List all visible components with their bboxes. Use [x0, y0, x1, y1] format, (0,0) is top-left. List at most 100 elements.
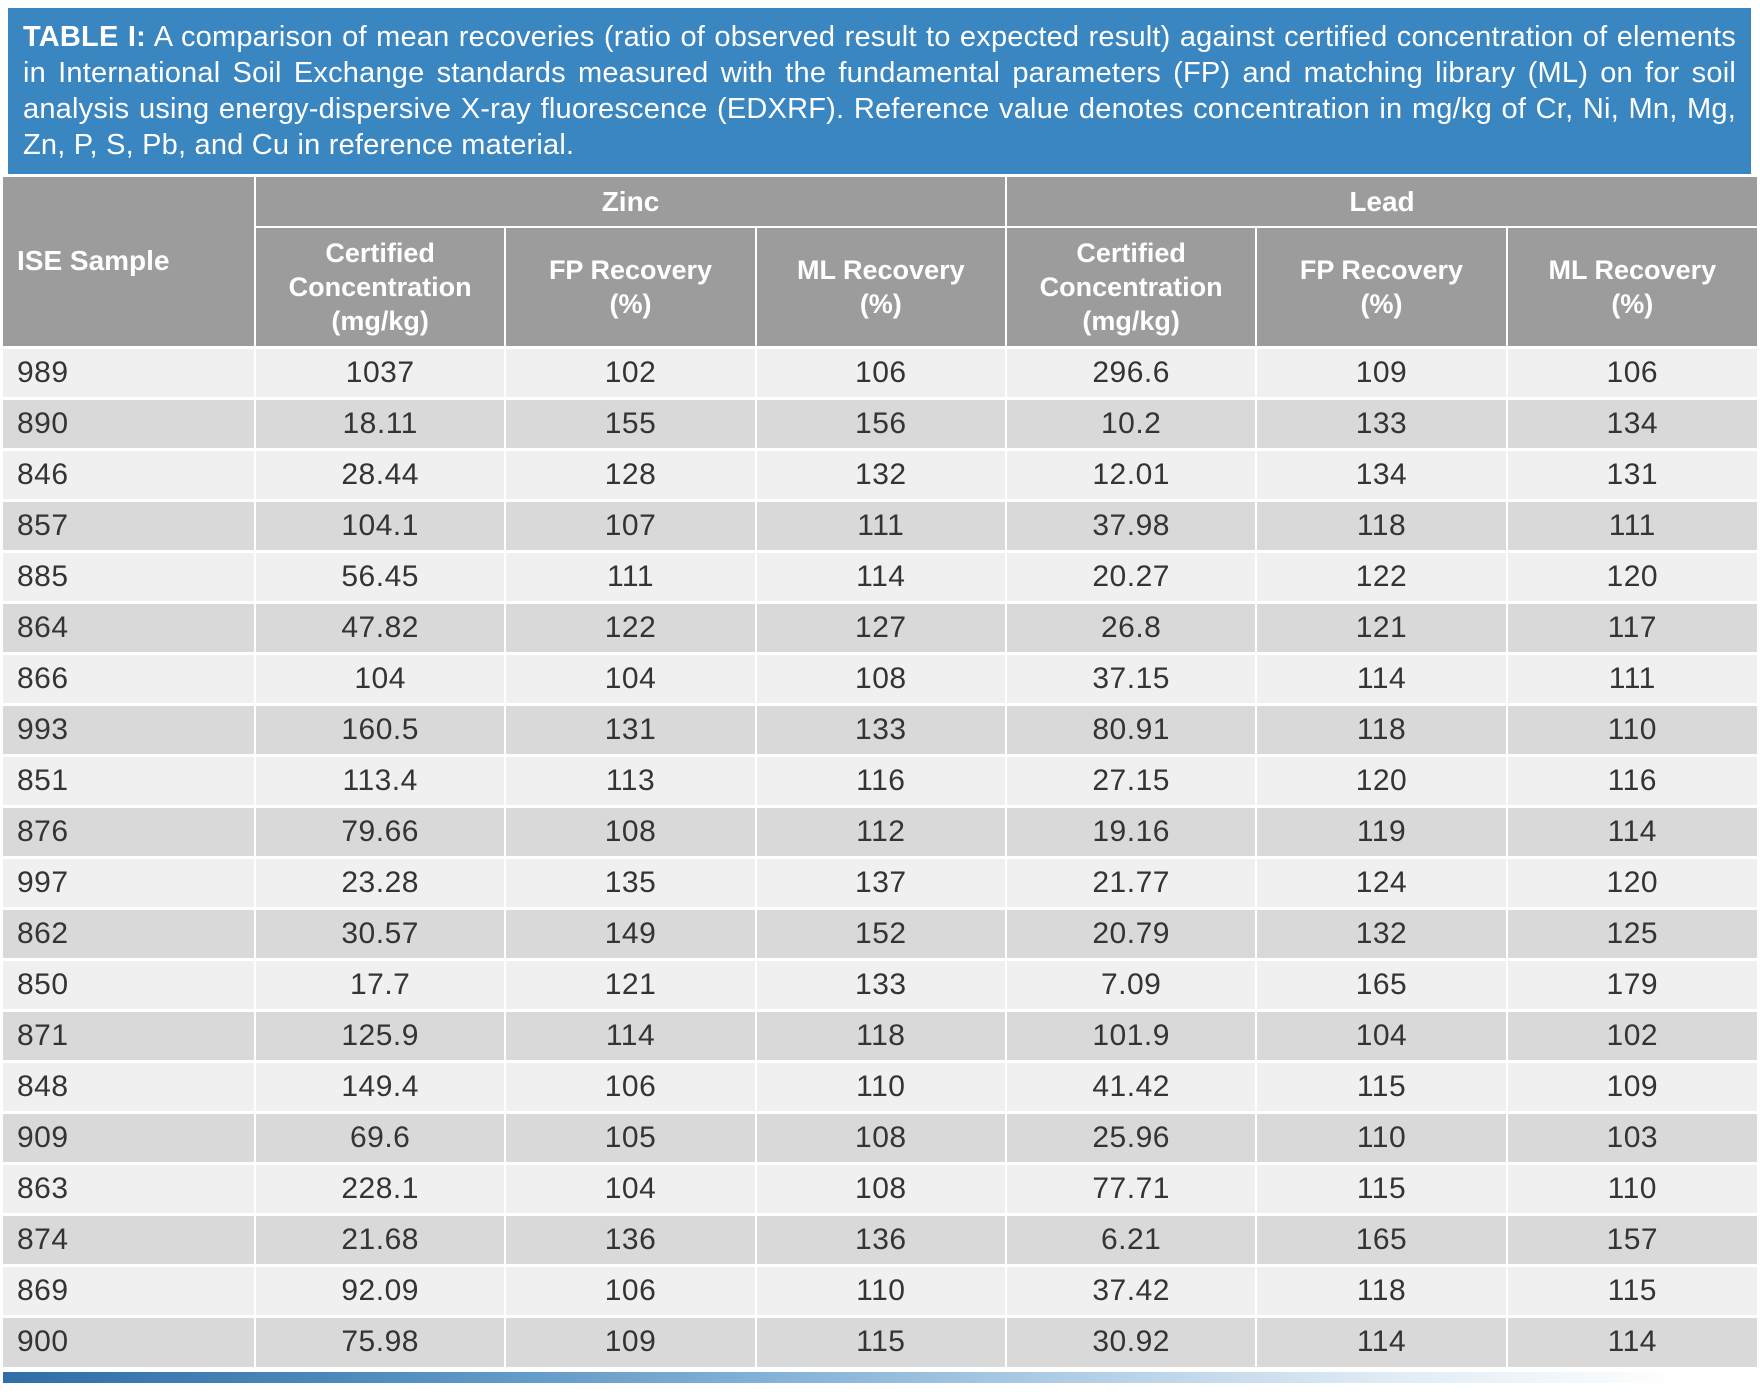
value-cell: 136 — [504, 1212, 756, 1265]
value-cell: 106 — [504, 1059, 756, 1112]
value-cell: 110 — [754, 1059, 1006, 1112]
table-body: 989 1037 102 106 296.6 109 106 890 18.11 155 156 10… — [3, 345, 1757, 1367]
sample-id-cell: 876 — [3, 804, 255, 857]
value-cell: 104 — [253, 651, 506, 704]
value-cell: 152 — [754, 906, 1006, 959]
value-cell: 6.21 — [1004, 1212, 1257, 1265]
value-cell: 135 — [504, 855, 756, 908]
sample-id-cell: 909 — [3, 1110, 255, 1163]
value-cell: 47.82 — [253, 600, 506, 653]
value-cell: 115 — [754, 1314, 1006, 1367]
value-cell: 110 — [1505, 702, 1757, 755]
value-cell: 23.28 — [253, 855, 506, 908]
value-cell: 37.15 — [1004, 651, 1257, 704]
value-cell: 102 — [1505, 1008, 1757, 1061]
value-cell: 137 — [754, 855, 1006, 908]
value-cell: 136 — [754, 1212, 1006, 1265]
table-row: 900 75.98 109 115 30.92 114 114 — [3, 1314, 1757, 1367]
table-row: 851 113.4 113 116 27.15 120 116 — [3, 753, 1757, 806]
table-caption-text: A comparison of mean recoveries (ratio o… — [23, 21, 1736, 161]
value-cell: 109 — [504, 1314, 756, 1367]
value-cell: 103 — [1505, 1110, 1757, 1163]
value-cell: 37.42 — [1004, 1263, 1257, 1316]
value-cell: 102 — [504, 345, 756, 398]
value-cell: 104 — [504, 651, 756, 704]
value-cell: 108 — [754, 1110, 1006, 1163]
column-header-row: Certified Concentration (mg/kg) FP Recov… — [3, 226, 1757, 347]
table-row: 874 21.68 136 136 6.21 165 157 — [3, 1212, 1757, 1265]
value-cell: 111 — [504, 549, 756, 602]
corner-header-ise-sample: ISE Sample — [3, 177, 255, 347]
table-row: 846 28.44 128 132 12.01 134 131 — [3, 447, 1757, 500]
value-cell: 37.98 — [1004, 498, 1257, 551]
sample-id-cell: 885 — [3, 549, 255, 602]
table-row: 862 30.57 149 152 20.79 132 125 — [3, 906, 1757, 959]
value-cell: 79.66 — [253, 804, 506, 857]
value-cell: 125 — [1505, 906, 1757, 959]
column-header-lead-certified-concentration: Certified Concentration (mg/kg) — [1004, 226, 1257, 347]
group-header-zinc: Zinc — [254, 177, 1006, 227]
value-cell: 114 — [504, 1008, 756, 1061]
table-row: 876 79.66 108 112 19.16 119 114 — [3, 804, 1757, 857]
value-cell: 118 — [754, 1008, 1006, 1061]
column-header-lead-ml-recovery: ML Recovery (%) — [1505, 226, 1757, 347]
value-cell: 28.44 — [253, 447, 506, 500]
value-cell: 104 — [1255, 1008, 1507, 1061]
value-cell: 106 — [1505, 345, 1757, 398]
value-cell: 133 — [754, 957, 1006, 1010]
value-cell: 1037 — [253, 345, 506, 398]
value-cell: 106 — [504, 1263, 756, 1316]
value-cell: 114 — [1505, 804, 1757, 857]
value-cell: 131 — [504, 702, 756, 755]
table-row: 866 104 104 108 37.15 114 111 — [3, 651, 1757, 704]
value-cell: 106 — [754, 345, 1006, 398]
value-cell: 122 — [1255, 549, 1507, 602]
value-cell: 113.4 — [253, 753, 506, 806]
value-cell: 112 — [754, 804, 1006, 857]
value-cell: 160.5 — [253, 702, 506, 755]
sample-id-cell: 993 — [3, 702, 255, 755]
value-cell: 107 — [504, 498, 756, 551]
table-row: 997 23.28 135 137 21.77 124 120 — [3, 855, 1757, 908]
data-table: ISE Sample Zinc Lead Certified Concentra… — [3, 177, 1757, 1367]
sample-id-cell: 857 — [3, 498, 255, 551]
value-cell: 111 — [1505, 498, 1757, 551]
table-row: 869 92.09 106 110 37.42 118 115 — [3, 1263, 1757, 1316]
value-cell: 25.96 — [1004, 1110, 1257, 1163]
value-cell: 21.77 — [1004, 855, 1257, 908]
value-cell: 113 — [504, 753, 756, 806]
value-cell: 111 — [1505, 651, 1757, 704]
value-cell: 17.7 — [253, 957, 506, 1010]
value-cell: 118 — [1255, 498, 1507, 551]
value-cell: 228.1 — [253, 1161, 506, 1214]
sample-id-cell: 864 — [3, 600, 255, 653]
sample-id-cell: 863 — [3, 1161, 255, 1214]
value-cell: 108 — [504, 804, 756, 857]
value-cell: 121 — [1255, 600, 1507, 653]
table-row: 989 1037 102 106 296.6 109 106 — [3, 345, 1757, 398]
value-cell: 10.2 — [1004, 396, 1257, 449]
value-cell: 131 — [1505, 447, 1757, 500]
value-cell: 30.57 — [253, 906, 506, 959]
value-cell: 149 — [504, 906, 756, 959]
sample-id-cell: 866 — [3, 651, 255, 704]
sample-id-cell: 890 — [3, 396, 255, 449]
value-cell: 128 — [504, 447, 756, 500]
table-row: 863 228.1 104 108 77.71 115 110 — [3, 1161, 1757, 1214]
footer-gradient-bar — [3, 1372, 1757, 1383]
value-cell: 108 — [754, 651, 1006, 704]
value-cell: 110 — [1505, 1161, 1757, 1214]
value-cell: 80.91 — [1004, 702, 1257, 755]
value-cell: 19.16 — [1004, 804, 1257, 857]
column-header-zinc-ml-recovery: ML Recovery (%) — [754, 226, 1006, 347]
value-cell: 105 — [504, 1110, 756, 1163]
value-cell: 118 — [1255, 702, 1507, 755]
value-cell: 116 — [1505, 753, 1757, 806]
sample-id-cell: 871 — [3, 1008, 255, 1061]
table-row: 850 17.7 121 133 7.09 165 179 — [3, 957, 1757, 1010]
value-cell: 110 — [754, 1263, 1006, 1316]
value-cell: 114 — [1255, 1314, 1507, 1367]
sample-id-cell: 848 — [3, 1059, 255, 1112]
value-cell: 114 — [1255, 651, 1507, 704]
value-cell: 165 — [1255, 957, 1507, 1010]
